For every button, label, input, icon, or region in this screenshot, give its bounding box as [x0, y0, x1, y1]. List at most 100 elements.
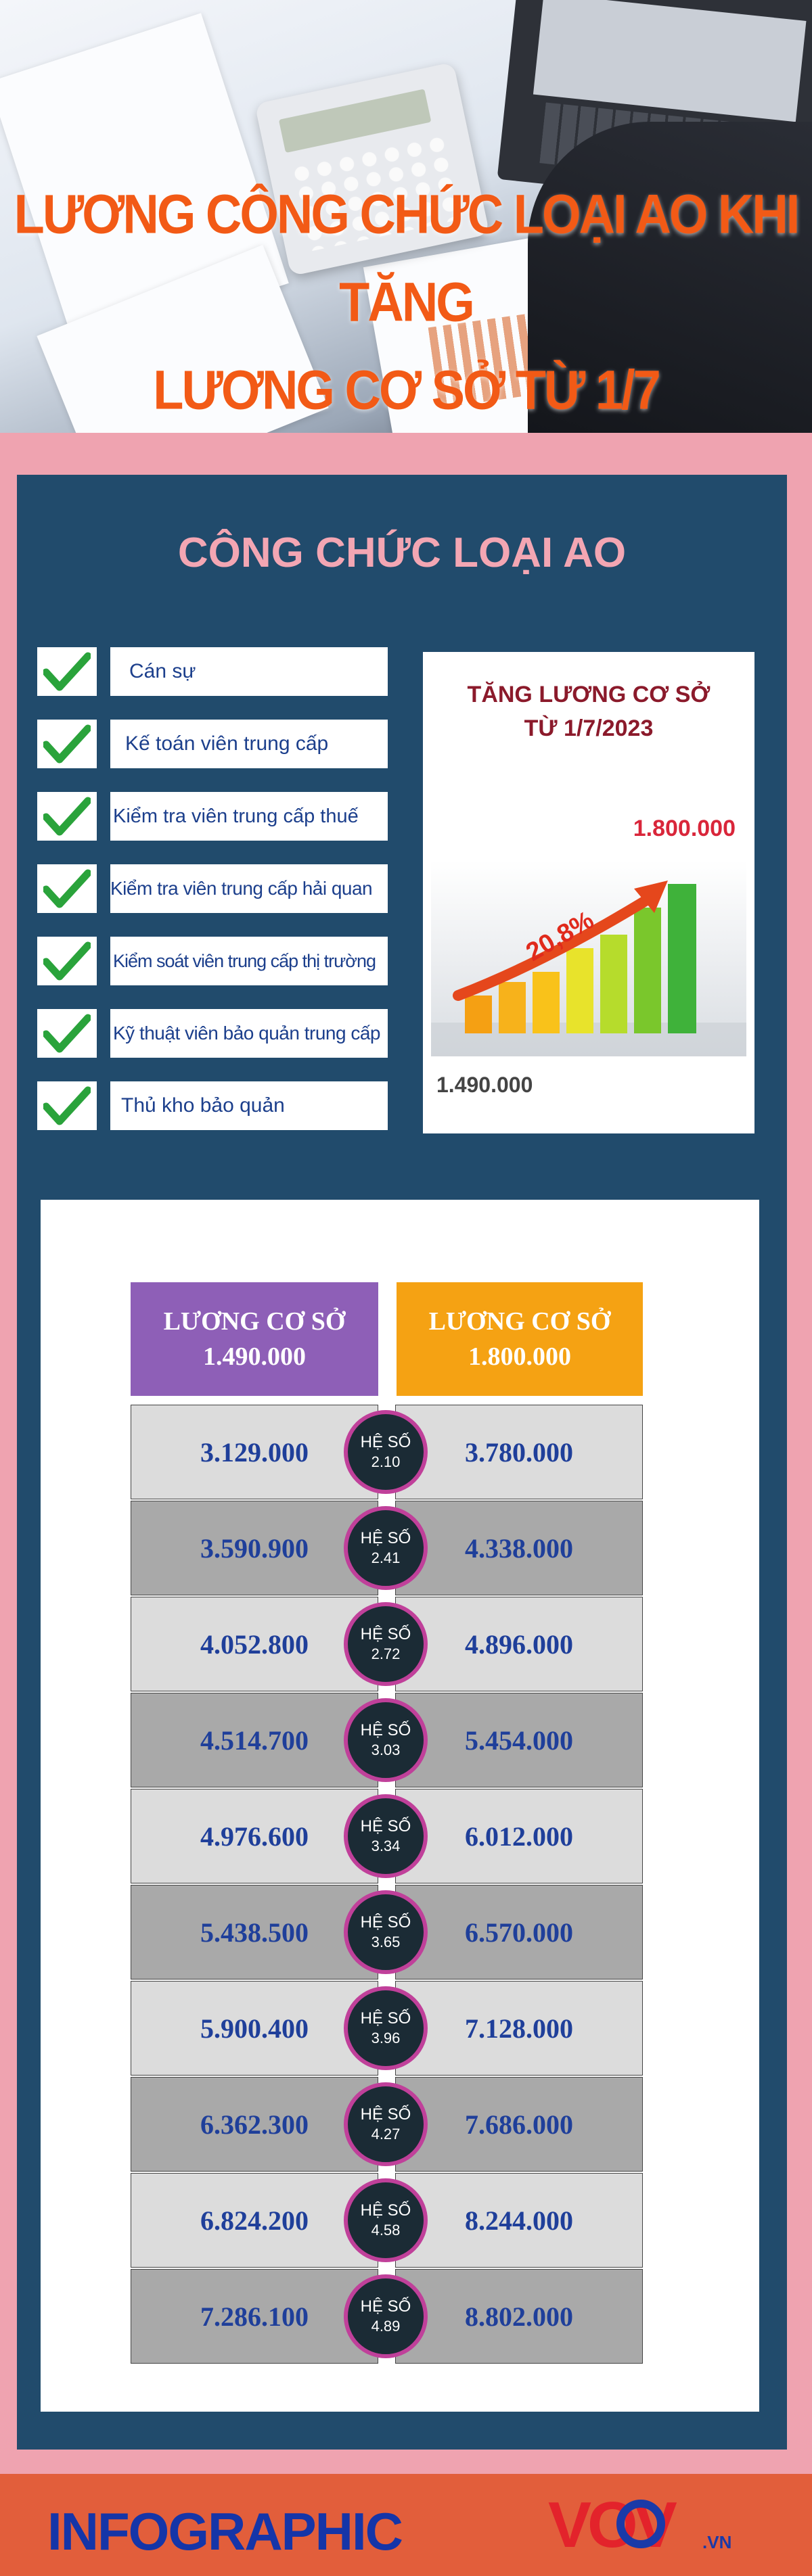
position-label: Kế toán viên trung cấp: [110, 720, 388, 768]
coefficient-badge: HỆ SỐ 2.41: [344, 1506, 428, 1590]
coefficient-badge: HỆ SỐ 3.65: [344, 1890, 428, 1974]
old-salary-cell: 4.514.700: [131, 1693, 378, 1787]
coefficient-badge: HỆ SỐ 3.34: [344, 1794, 428, 1878]
coefficient-badge: HỆ SỐ 2.72: [344, 1602, 428, 1686]
table-row: 4.976.600 6.012.000 HỆ SỐ 3.34: [131, 1788, 643, 1883]
table-row: 5.438.500 6.570.000 HỆ SỐ 3.65: [131, 1884, 643, 1980]
old-salary-cell: 4.976.600: [131, 1789, 378, 1883]
check-icon: [37, 1009, 97, 1058]
position-label: Kỹ thuật viên bảo quản trung cấp: [110, 1009, 388, 1058]
hero-banner: LƯƠNG CÔNG CHỨC LOẠI AO KHI TĂNG LƯƠNG C…: [0, 0, 812, 433]
check-icon: [37, 647, 97, 696]
new-salary-cell: 7.686.000: [395, 2077, 643, 2172]
position-label: Kiểm tra viên trung cấp thuế: [110, 792, 388, 841]
hero-title-line1: LƯƠNG CÔNG CHỨC LOẠI AO KHI TĂNG: [14, 183, 800, 333]
new-salary-cell: 8.244.000: [395, 2173, 643, 2268]
position-item: Kế toán viên trung cấp: [37, 720, 389, 768]
coefficient-label: HỆ SỐ: [360, 1817, 411, 1835]
position-item: Kỹ thuật viên bảo quản trung cấp: [37, 1009, 389, 1058]
sleeve-decoration: [528, 122, 812, 433]
position-item: Kiểm tra viên trung cấp hải quan: [37, 864, 389, 913]
increase-card: TĂNG LƯƠNG CƠ SỞ TỪ 1/7/2023 1.800.000 2…: [423, 652, 754, 1133]
coefficient-label: HỆ SỐ: [360, 1529, 411, 1547]
check-icon: [37, 1081, 97, 1130]
position-item: Kiểm tra viên trung cấp thuế: [37, 792, 389, 841]
coefficient-label: HỆ SỐ: [360, 1625, 411, 1643]
table-row: 4.052.800 4.896.000 HỆ SỐ 2.72: [131, 1596, 643, 1691]
hero-title-line2: LƯƠNG CƠ SỞ TỪ 1/7: [153, 358, 660, 421]
table-row: 4.514.700 5.454.000 HỆ SỐ 3.03: [131, 1692, 643, 1787]
coefficient-badge: HỆ SỐ 4.27: [344, 2082, 428, 2166]
check-icon: [37, 792, 97, 841]
table-row: 5.900.400 7.128.000 HỆ SỐ 3.96: [131, 1980, 643, 2076]
old-salary-cell: 3.129.000: [131, 1405, 378, 1499]
increase-title-line1: TĂNG LƯƠNG CƠ SỞ: [467, 682, 710, 707]
check-icon: [37, 720, 97, 768]
coefficient-label: HỆ SỐ: [360, 2201, 411, 2220]
new-salary-cell: 7.128.000: [395, 1981, 643, 2076]
old-salary-cell: 6.362.300: [131, 2077, 378, 2172]
coefficient-label: HỆ SỐ: [360, 1433, 411, 1451]
old-salary-cell: 7.286.100: [131, 2269, 378, 2364]
coefficient-badge: HỆ SỐ 4.89: [344, 2274, 428, 2358]
new-salary-cell: 6.570.000: [395, 1885, 643, 1980]
position-item: Cán sự: [37, 647, 389, 696]
table-row: 7.286.100 8.802.000 HỆ SỐ 4.89: [131, 2268, 643, 2364]
new-base-salary: 1.800.000: [633, 816, 736, 841]
new-salary-cell: 3.780.000: [395, 1405, 643, 1499]
increase-title: TĂNG LƯƠNG CƠ SỞ TỪ 1/7/2023: [423, 678, 754, 745]
growth-chart-icon: 20,8%: [431, 860, 746, 1056]
check-icon: [37, 937, 97, 985]
table-row: 3.590.900 4.338.000 HỆ SỐ 2.41: [131, 1500, 643, 1595]
coefficient-badge: HỆ SỐ 2.10: [344, 1410, 428, 1494]
table-row: 3.129.000 3.780.000 HỆ SỐ 2.10: [131, 1404, 643, 1499]
coefficient-label: HỆ SỐ: [360, 2105, 411, 2124]
position-label: Cán sự: [110, 647, 388, 696]
coefficient-badge: HỆ SỐ 3.03: [344, 1698, 428, 1782]
header-new-label: LƯƠNG CƠ SỞ: [428, 1307, 611, 1336]
coefficient-badge: HỆ SỐ 3.96: [344, 1986, 428, 2070]
old-salary-cell: 5.900.400: [131, 1981, 378, 2076]
coefficient-value: 2.10: [371, 1453, 401, 1470]
section-title: CÔNG CHỨC LOẠI AO: [177, 530, 627, 576]
old-salary-cell: 3.590.900: [131, 1501, 378, 1595]
coefficient-value: 2.72: [371, 1645, 401, 1662]
new-salary-cell: 4.896.000: [395, 1597, 643, 1691]
coefficient-value: 3.34: [371, 1837, 401, 1854]
increase-title-line2: TỪ 1/7/2023: [524, 716, 654, 741]
check-icon: [37, 864, 97, 913]
coefficient-value: 3.03: [371, 1741, 401, 1758]
position-label: Kiểm tra viên trung cấp hải quan: [110, 864, 388, 913]
footer: INFOGRAPHIC VOV .VN: [0, 2474, 812, 2576]
header-old-base: LƯƠNG CƠ SỞ 1.490.000: [131, 1282, 378, 1396]
salary-table: LƯƠNG CƠ SỞ 1.490.000 LƯƠNG CƠ SỞ 1.800.…: [41, 1200, 759, 2412]
coefficient-value: 3.96: [371, 2030, 401, 2046]
coefficient-label: HỆ SỐ: [360, 2009, 411, 2028]
old-salary-cell: 4.052.800: [131, 1597, 378, 1691]
new-salary-cell: 5.454.000: [395, 1693, 643, 1787]
coefficient-value: 4.89: [371, 2318, 401, 2335]
header-old-value: 1.490.000: [203, 1342, 306, 1371]
main-panel: CÔNG CHỨC LOẠI AO Cán sự Kế toán viên tr…: [17, 475, 787, 2450]
position-item: Kiểm soát viên trung cấp thị trường: [37, 937, 389, 985]
new-salary-cell: 4.338.000: [395, 1501, 643, 1595]
vov-logo-icon[interactable]: VOV .VN: [548, 2493, 751, 2558]
old-salary-cell: 6.824.200: [131, 2173, 378, 2268]
header-new-value: 1.800.000: [468, 1342, 571, 1371]
header-new-base: LƯƠNG CƠ SỞ 1.800.000: [397, 1282, 643, 1396]
old-base-salary: 1.490.000: [436, 1073, 533, 1097]
coefficient-badge: HỆ SỐ 4.58: [344, 2178, 428, 2262]
vov-logo-suffix: .VN: [702, 2532, 731, 2552]
new-salary-cell: 6.012.000: [395, 1789, 643, 1883]
coefficient-value: 2.41: [371, 1549, 401, 1566]
new-salary-cell: 8.802.000: [395, 2269, 643, 2364]
coefficient-label: HỆ SỐ: [360, 1913, 411, 1931]
header-old-label: LƯƠNG CƠ SỞ: [163, 1307, 346, 1336]
coefficient-value: 4.27: [371, 2126, 401, 2142]
coefficient-label: HỆ SỐ: [360, 2297, 411, 2316]
old-salary-cell: 5.438.500: [131, 1885, 378, 1980]
infographic-brand: INFOGRAPHIC: [47, 2502, 403, 2561]
position-label: Kiểm soát viên trung cấp thị trường: [110, 937, 388, 985]
coefficient-value: 4.58: [371, 2222, 401, 2239]
position-item: Thủ kho bảo quản: [37, 1081, 389, 1130]
